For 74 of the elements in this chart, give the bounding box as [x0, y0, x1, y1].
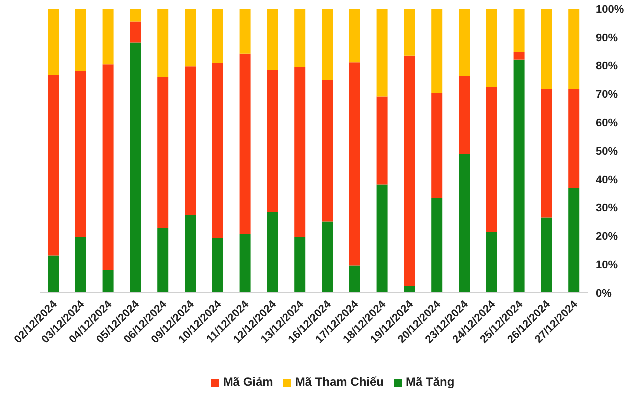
- bar: [267, 70, 278, 212]
- bar: [185, 66, 196, 216]
- bar: [432, 198, 443, 293]
- bar: [75, 237, 86, 293]
- bar: [267, 9, 278, 70]
- bar: [486, 9, 498, 88]
- bar: [158, 9, 169, 78]
- bar: [459, 154, 470, 293]
- bar: [48, 75, 59, 256]
- bar: [541, 89, 552, 218]
- y-tick-label: 90%: [596, 32, 618, 44]
- bar: [486, 232, 498, 293]
- bar: [212, 9, 224, 64]
- bar: [267, 212, 278, 293]
- y-tick-label: 30%: [596, 202, 618, 215]
- bar: [568, 9, 580, 90]
- bar: [158, 228, 169, 293]
- bar: [322, 80, 333, 222]
- bar: [130, 9, 142, 22]
- bar: [459, 9, 470, 76]
- bar: [322, 9, 333, 80]
- bar: [294, 68, 306, 238]
- bar: [322, 222, 333, 293]
- bar: [102, 64, 114, 270]
- bar: [75, 71, 86, 238]
- bar: [514, 9, 525, 52]
- bar: [376, 96, 388, 185]
- y-tick-label: 0%: [596, 288, 612, 300]
- y-tick-label: 80%: [596, 60, 618, 73]
- bar: [130, 22, 142, 43]
- bar: [432, 93, 443, 198]
- bar: [240, 234, 251, 293]
- bar: [130, 42, 142, 293]
- legend-label: Mã Tăng: [406, 375, 455, 389]
- bar: [514, 52, 525, 60]
- bar: [48, 256, 59, 293]
- bar: [432, 9, 443, 94]
- bar: [568, 89, 580, 188]
- y-tick-label: 10%: [596, 260, 618, 272]
- bar: [568, 188, 580, 293]
- y-tick-label: 20%: [596, 231, 618, 244]
- bar: [240, 54, 251, 234]
- bar: [212, 64, 224, 238]
- bar: [486, 87, 498, 233]
- bar: [212, 238, 224, 293]
- bar: [459, 76, 470, 154]
- bar: [376, 9, 388, 97]
- bar: [404, 9, 416, 56]
- bar: [376, 184, 388, 293]
- bar: [185, 215, 196, 293]
- bar: [75, 9, 86, 72]
- legend-label: Mã Tham Chiếu: [295, 375, 384, 389]
- bar: [404, 286, 416, 293]
- bar: [48, 9, 59, 76]
- y-tick-label: 40%: [596, 174, 618, 186]
- bar: [349, 62, 360, 266]
- bar: [294, 9, 306, 68]
- bar: [240, 9, 251, 54]
- bar: [404, 56, 416, 286]
- bar: [294, 237, 306, 293]
- bar: [185, 9, 196, 67]
- bar: [102, 9, 114, 65]
- bar: [514, 60, 525, 293]
- bar: [158, 77, 169, 229]
- y-tick-label: 70%: [596, 89, 618, 102]
- bar: [102, 270, 114, 293]
- bar: [349, 9, 360, 63]
- y-tick-label: 100%: [596, 4, 624, 16]
- bar: [541, 218, 552, 293]
- bar: [541, 9, 552, 90]
- y-tick-label: 50%: [596, 146, 618, 158]
- bar: [349, 266, 360, 293]
- legend-label: Mã Giảm: [223, 375, 274, 389]
- y-tick-label: 60%: [596, 118, 618, 130]
